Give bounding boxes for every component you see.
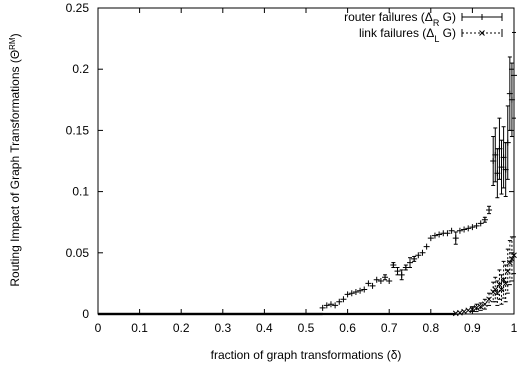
router-point	[336, 298, 343, 305]
router-point	[369, 282, 376, 289]
link-point	[477, 303, 484, 310]
series-marks	[319, 31, 517, 317]
router-point	[402, 264, 409, 271]
router-point	[382, 274, 389, 281]
y-tick-label: 0.1	[72, 185, 89, 199]
y-axis-label-main: Routing Impact of Graph Transformations …	[8, 50, 22, 287]
router-point	[377, 277, 384, 284]
router-point	[373, 276, 380, 283]
link-point	[465, 307, 472, 314]
x-tick-label: 0.3	[214, 321, 231, 335]
router-point	[394, 268, 401, 275]
legend-router-post: G)	[439, 10, 456, 24]
router-point	[398, 271, 405, 278]
legend-router-pre: router failures (Δ	[344, 10, 433, 24]
link-point	[486, 296, 492, 303]
router-point	[332, 302, 339, 309]
router-point	[448, 227, 455, 234]
router-point	[444, 230, 451, 237]
router-point	[456, 227, 463, 234]
router-point	[477, 220, 484, 227]
y-axis-label-close: )	[8, 33, 22, 37]
router-point	[465, 225, 472, 232]
plot-frame	[97, 7, 515, 315]
router-point	[427, 235, 434, 242]
legend-label-router: router failures (ΔR G)	[344, 10, 456, 28]
y-tick-label: 0.15	[66, 123, 90, 137]
router-point	[407, 259, 413, 266]
router-point	[352, 288, 359, 295]
y-tick-label: 0.25	[66, 1, 90, 15]
router-point	[323, 302, 330, 309]
axis-ticks: 0 0.1 0.2 0.3 0.4 0.5 0.6 0.7 0.8 0.9 1 0 0.05 0.1 0.1…	[66, 1, 517, 335]
x-tick-label: 0.4	[256, 321, 273, 335]
router-point	[436, 231, 443, 238]
router-point	[319, 304, 326, 311]
y-tick-label: 0	[82, 307, 89, 321]
link-series	[452, 236, 517, 317]
link-point	[473, 305, 480, 311]
x-tick-label: 0.6	[339, 321, 356, 335]
link-point	[511, 252, 517, 259]
legend-router-sub: R	[433, 18, 440, 28]
x-tick-label: 0.1	[131, 321, 148, 335]
plot-border	[97, 7, 515, 315]
router-point	[452, 235, 459, 242]
x-tick-label: 0.9	[464, 321, 481, 335]
y-tick-label: 0.05	[66, 246, 90, 260]
legend-label-link: link failures (ΔL G)	[359, 26, 456, 44]
router-point	[423, 243, 430, 250]
router-point	[511, 72, 517, 79]
x-tick-label: 1	[511, 321, 517, 335]
router-point	[386, 277, 393, 284]
router-point	[461, 226, 468, 233]
router-point	[469, 224, 476, 231]
router-series	[319, 31, 517, 311]
router-point	[411, 255, 418, 262]
link-point	[457, 309, 463, 316]
legend-router-marker	[479, 14, 485, 20]
router-point	[327, 301, 334, 308]
router-point	[415, 252, 422, 259]
x-tick-label: 0	[95, 321, 102, 335]
link-point	[492, 286, 499, 293]
legend-link-sub: L	[434, 34, 439, 44]
legend-link-pre: link failures (Δ	[359, 26, 434, 40]
y-tick-label: 0.2	[72, 62, 89, 76]
router-point	[348, 290, 355, 297]
legend-link-marker	[479, 30, 485, 36]
link-point	[482, 301, 488, 308]
router-point	[390, 262, 397, 269]
router-point	[365, 280, 372, 287]
y-axis-label: Routing Impact of Graph Transformations …	[8, 33, 23, 286]
router-point	[361, 286, 368, 293]
router-point	[481, 216, 488, 223]
link-point	[461, 308, 467, 315]
legend-link-post: G)	[439, 26, 456, 40]
x-tick-label: 0.7	[381, 321, 398, 335]
link-point	[469, 306, 476, 312]
router-point	[504, 139, 511, 146]
x-axis-label: fraction of graph transformations (δ)	[211, 348, 402, 362]
router-point	[419, 249, 426, 256]
legend-keys	[461, 13, 503, 37]
router-point	[473, 222, 480, 229]
legend: router failures (ΔR G) link failures (ΔL…	[344, 10, 503, 44]
router-point	[357, 287, 364, 294]
x-tick-label: 0.5	[298, 321, 315, 335]
router-point	[431, 232, 438, 239]
x-tick-label: 0.2	[173, 321, 190, 335]
router-point	[340, 296, 347, 303]
x-tick-label: 0.8	[422, 321, 439, 335]
y-axis-label-sup: RM	[8, 37, 17, 50]
router-point	[486, 206, 493, 213]
router-point	[344, 291, 351, 298]
